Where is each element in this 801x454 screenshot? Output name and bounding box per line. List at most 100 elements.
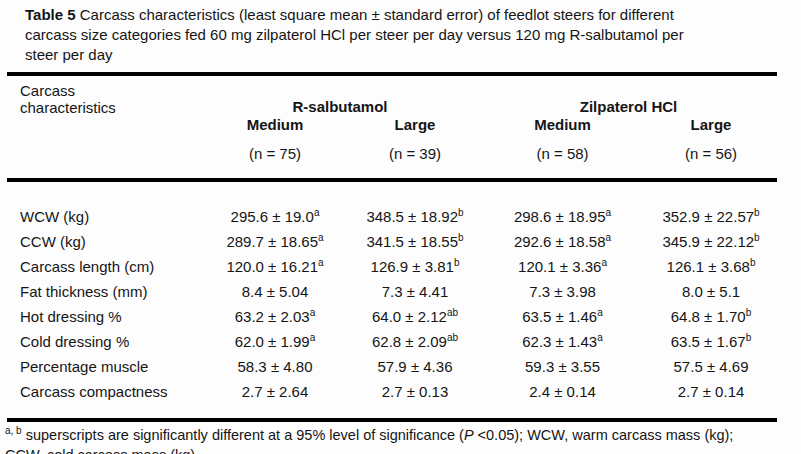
value-cell: 64.8 ± 1.70b (645, 304, 777, 329)
table-row: Percentage muscle58.3 ± 4.80 57.9 ± 4.36 5… (7, 354, 777, 379)
value-text: 120.0 ± 16.21 (226, 258, 318, 275)
significance-superscript: b (750, 257, 756, 268)
carcass-characteristics-table: Carcass characteristics R-salbutamol Zil… (7, 72, 777, 422)
value-text: 295.6 ± 19.0 (231, 208, 314, 225)
value-text: 57.9 ± 4.36 (378, 358, 453, 375)
table-head: Carcass characteristics R-salbutamol Zil… (7, 74, 777, 180)
value-cell: 59.3 ± 3.55 (480, 354, 645, 379)
table-row: WCW (kg)295.6 ± 19.0a348.5 ± 18.92b298.6… (7, 180, 777, 229)
value-text: 345.9 ± 22.12 (662, 233, 754, 250)
table-body: WCW (kg)295.6 ± 19.0a348.5 ± 18.92b298.6… (7, 180, 777, 420)
value-cell: 120.0 ± 16.21a (200, 254, 350, 279)
table-caption: Table 5 Carcass characteristics (least s… (0, 0, 801, 65)
value-text: 7.3 ± 3.98 (529, 283, 596, 300)
value-cell: 2.7 ± 0.14 (645, 379, 777, 420)
significance-superscript: a (310, 332, 316, 343)
row-label: WCW (kg) (7, 180, 200, 229)
significance-superscript: a (314, 207, 320, 218)
value-cell: 341.5 ± 18.55b (350, 229, 480, 254)
value-cell: 62.0 ± 1.99a (200, 329, 350, 354)
group-header-r-salbutamol: R-salbutamol (200, 74, 480, 115)
col-header-zilp-large: Large (645, 115, 777, 133)
value-cell: 7.3 ± 3.98 (480, 279, 645, 304)
row-label: Percentage muscle (7, 354, 200, 379)
value-cell: 62.8 ± 2.09ab (350, 329, 480, 354)
value-cell: 126.1 ± 3.68b (645, 254, 777, 279)
group-header-row: Carcass characteristics R-salbutamol Zil… (7, 74, 777, 115)
significance-superscript: b (454, 257, 460, 268)
value-cell: 126.9 ± 3.81b (350, 254, 480, 279)
caption-line-3: steer per day (25, 45, 791, 65)
value-text: 2.7 ± 0.14 (678, 383, 745, 400)
page: Table 5 Carcass characteristics (least s… (0, 0, 801, 454)
stub-header-label: Carcass characteristics (20, 82, 140, 116)
caption-text-1: Carcass characteristics (least square me… (80, 6, 674, 23)
col-header-rsalb-medium: Medium (200, 115, 350, 133)
value-cell: 58.3 ± 4.80 (200, 354, 350, 379)
value-text: 63.5 ± 1.67 (671, 333, 746, 350)
n-count-zilp-medium: (n = 58) (480, 133, 645, 180)
value-text: 62.8 ± 2.09 (372, 333, 447, 350)
value-text: 57.5 ± 4.69 (674, 358, 749, 375)
footnote-p-italic: P (464, 427, 474, 443)
n-count-rsalb-large: (n = 39) (350, 133, 480, 180)
value-text: 62.3 ± 1.43 (522, 333, 597, 350)
table-row: CCW (kg)289.7 ± 18.65a341.5 ± 18.55b292.… (7, 229, 777, 254)
stub-header: Carcass characteristics (7, 74, 200, 180)
significance-superscript: a (606, 232, 612, 243)
value-text: 2.7 ± 0.13 (382, 383, 449, 400)
value-text: 352.9 ± 22.57 (662, 208, 754, 225)
value-cell: 8.4 ± 5.04 (200, 279, 350, 304)
significance-superscript: b (754, 207, 760, 218)
table-row: Hot dressing %63.2 ± 2.03a64.0 ± 2.12ab 6… (7, 304, 777, 329)
row-label: Hot dressing % (7, 304, 200, 329)
footnote-superscript: a, b (5, 425, 22, 436)
significance-superscript: a (601, 257, 607, 268)
row-label: CCW (kg) (7, 229, 200, 254)
value-cell: 8.0 ± 5.1 (645, 279, 777, 304)
value-cell: 57.5 ± 4.69 (645, 354, 777, 379)
significance-superscript: a (318, 257, 324, 268)
significance-superscript: a (318, 232, 324, 243)
value-cell: 63.5 ± 1.67b (645, 329, 777, 354)
value-text: 289.7 ± 18.65 (226, 233, 318, 250)
value-cell: 352.9 ± 22.57b (645, 180, 777, 229)
value-cell: 120.1 ± 3.36a (480, 254, 645, 279)
value-text: 7.3 ± 4.41 (382, 283, 449, 300)
significance-superscript: a (597, 332, 603, 343)
value-text: 8.0 ± 5.1 (682, 283, 740, 300)
significance-superscript: ab (447, 332, 458, 343)
value-text: 8.4 ± 5.04 (242, 283, 309, 300)
value-cell: 2.7 ± 0.13 (350, 379, 480, 420)
footnote-line-1: a, b superscripts are significantly diff… (5, 425, 793, 445)
value-text: 298.6 ± 18.95 (514, 208, 606, 225)
significance-superscript: b (746, 332, 752, 343)
value-text: 126.1 ± 3.68 (667, 258, 750, 275)
value-text: 2.4 ± 0.14 (529, 383, 596, 400)
col-header-rsalb-large: Large (350, 115, 480, 133)
value-cell: 64.0 ± 2.12ab (350, 304, 480, 329)
row-label: Fat thickness (mm) (7, 279, 200, 304)
value-text: 341.5 ± 18.55 (366, 233, 458, 250)
row-label: Cold dressing % (7, 329, 200, 354)
value-text: 59.3 ± 3.55 (525, 358, 600, 375)
significance-superscript: a (597, 307, 603, 318)
value-text: 2.7 ± 2.64 (242, 383, 309, 400)
value-cell: 298.6 ± 18.95a (480, 180, 645, 229)
footnote-line-2: CCW, cold carcass mass (kg) (5, 445, 793, 454)
value-text: 64.8 ± 1.70 (671, 308, 746, 325)
value-text: 348.5 ± 18.92 (366, 208, 458, 225)
significance-superscript: a (606, 207, 612, 218)
value-cell: 2.7 ± 2.64 (200, 379, 350, 420)
col-header-zilp-medium: Medium (480, 115, 645, 133)
significance-superscript: b (746, 307, 752, 318)
value-cell: 2.4 ± 0.14 (480, 379, 645, 420)
n-count-zilp-large: (n = 56) (645, 133, 777, 180)
value-text: 292.6 ± 18.58 (514, 233, 606, 250)
value-cell: 62.3 ± 1.43a (480, 329, 645, 354)
caption-line-2: carcass size categories fed 60 mg zilpat… (25, 25, 791, 45)
table-row: Carcass length (cm)120.0 ± 16.21a126.9 ±… (7, 254, 777, 279)
value-cell: 63.2 ± 2.03a (200, 304, 350, 329)
group-header-zilpaterol-hcl: Zilpaterol HCl (480, 74, 777, 115)
footnote: a, b superscripts are significantly diff… (5, 425, 793, 454)
